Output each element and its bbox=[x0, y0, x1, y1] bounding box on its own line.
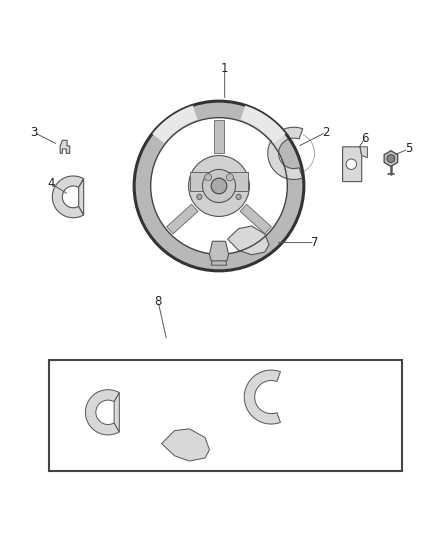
Polygon shape bbox=[240, 204, 272, 234]
Circle shape bbox=[197, 194, 202, 199]
Polygon shape bbox=[214, 120, 224, 154]
Circle shape bbox=[236, 194, 241, 199]
Circle shape bbox=[346, 159, 357, 169]
Text: 4: 4 bbox=[48, 177, 55, 190]
Polygon shape bbox=[227, 172, 248, 191]
Text: 8: 8 bbox=[154, 295, 162, 308]
Circle shape bbox=[188, 156, 250, 216]
Polygon shape bbox=[52, 176, 84, 218]
Circle shape bbox=[205, 174, 212, 181]
Bar bbox=[49, 360, 402, 471]
Polygon shape bbox=[268, 127, 303, 180]
Polygon shape bbox=[211, 254, 227, 265]
Circle shape bbox=[202, 169, 236, 203]
Polygon shape bbox=[114, 393, 119, 432]
Polygon shape bbox=[152, 106, 198, 143]
Polygon shape bbox=[79, 179, 84, 215]
Polygon shape bbox=[360, 147, 367, 158]
Polygon shape bbox=[384, 151, 398, 166]
Text: 5: 5 bbox=[405, 142, 412, 156]
Polygon shape bbox=[209, 241, 229, 261]
Polygon shape bbox=[166, 204, 198, 234]
Polygon shape bbox=[162, 429, 209, 461]
Text: 1: 1 bbox=[221, 62, 228, 75]
Polygon shape bbox=[60, 140, 70, 154]
Circle shape bbox=[211, 178, 227, 194]
Text: 3: 3 bbox=[30, 126, 38, 139]
Circle shape bbox=[226, 174, 233, 181]
Text: 7: 7 bbox=[311, 236, 318, 249]
Text: 6: 6 bbox=[361, 132, 368, 144]
Polygon shape bbox=[228, 226, 269, 255]
Polygon shape bbox=[343, 147, 362, 182]
Text: 2: 2 bbox=[322, 126, 329, 139]
Polygon shape bbox=[190, 172, 211, 191]
Polygon shape bbox=[240, 106, 286, 143]
Polygon shape bbox=[134, 101, 304, 271]
Polygon shape bbox=[85, 390, 119, 435]
Circle shape bbox=[387, 155, 395, 163]
Polygon shape bbox=[244, 370, 280, 424]
